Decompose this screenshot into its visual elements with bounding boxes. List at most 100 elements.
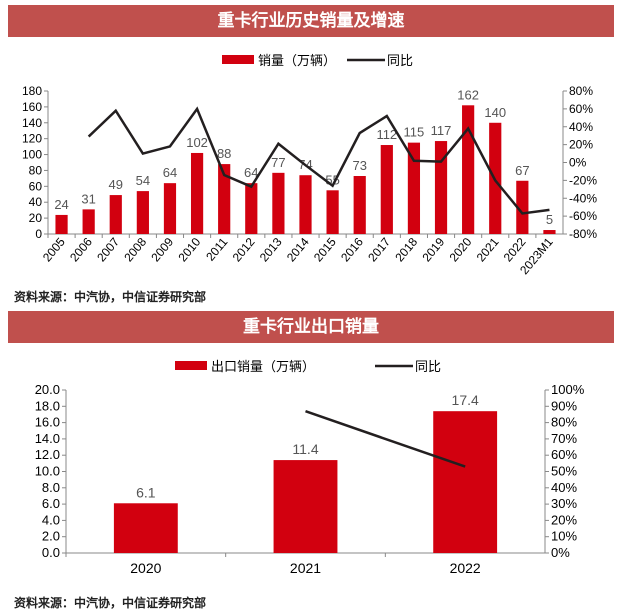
right-tick-label: 20% [551, 512, 577, 527]
legend-line-label: 同比 [387, 53, 413, 68]
left-tick-label: 80 [29, 163, 43, 177]
x-tick-label: 2021 [474, 235, 502, 265]
left-tick-label: 180 [22, 84, 42, 98]
bar-value-label: 115 [404, 125, 425, 140]
bar [407, 142, 421, 234]
bar [326, 190, 339, 234]
left-tick-label: 20 [29, 211, 43, 225]
left-tick-label: 18.0 [35, 398, 60, 413]
bar [273, 460, 338, 553]
bar-value-label: 31 [81, 191, 95, 206]
x-tick-label: 2017 [365, 235, 393, 265]
bar [136, 191, 149, 234]
right-tick-label: -60% [569, 209, 597, 223]
bar [218, 164, 231, 234]
right-tick-label: -80% [569, 227, 597, 241]
x-tick-label: 2016 [338, 235, 366, 265]
bar-value-label: 112 [376, 127, 397, 142]
left-tick-label: 0 [35, 227, 42, 241]
bar-value-label: 24 [54, 197, 68, 212]
right-tick-label: 0% [551, 545, 570, 560]
bar [353, 176, 366, 234]
x-tick-label: 2019 [419, 235, 447, 265]
right-tick-label: 30% [551, 496, 577, 511]
right-tick-label: 80% [551, 415, 577, 430]
left-tick-label: 140 [22, 116, 42, 130]
legend-line-label: 同比 [415, 359, 441, 374]
chart1-source: 资料来源：中汽协，中信证券研究部 [14, 290, 207, 304]
bar-value-label: 6.1 [136, 484, 156, 500]
bar-value-label: 88 [217, 146, 231, 161]
left-tick-label: 40 [29, 195, 43, 209]
x-tick-label: 2007 [94, 235, 122, 265]
right-tick-label: 70% [551, 431, 577, 446]
legend-bar-label: 销量（万辆） [258, 53, 336, 68]
bar-value-label: 67 [515, 163, 529, 178]
x-tick-label: 2020 [447, 235, 475, 265]
bar [516, 180, 529, 234]
bar [543, 230, 556, 234]
x-tick-label: 2020 [130, 560, 161, 576]
right-tick-label: 10% [551, 529, 577, 544]
yoy-line [305, 410, 466, 468]
chart1-title: 重卡行业历史销量及增速 [8, 5, 614, 37]
right-tick-label: 20% [569, 138, 593, 152]
right-tick-label: 40% [551, 480, 577, 495]
bar [299, 175, 312, 234]
bar [380, 145, 393, 234]
left-tick-label: 14.0 [35, 431, 60, 446]
bar-value-label: 17.4 [452, 392, 479, 408]
x-tick-label: 2006 [67, 235, 95, 265]
right-tick-label: 50% [551, 464, 577, 479]
left-tick-label: 60 [29, 179, 43, 193]
bar [163, 183, 177, 234]
chart2-title: 重卡行业出口销量 [8, 311, 614, 343]
right-tick-label: 60% [569, 102, 593, 116]
bar [113, 503, 178, 553]
bar-value-label: 77 [271, 155, 285, 170]
x-tick-label: 2018 [392, 235, 420, 265]
bar-value-label: 162 [457, 87, 479, 102]
bar [433, 411, 498, 553]
bar [272, 172, 285, 234]
legend-bar-swatch [222, 55, 254, 64]
x-tick-label: 2011 [203, 235, 231, 264]
right-tick-label: 90% [551, 398, 577, 413]
bar-value-label: 54 [136, 173, 150, 188]
right-tick-label: 0% [569, 156, 587, 170]
x-tick-label: 2008 [121, 235, 149, 265]
bar [190, 152, 204, 234]
x-tick-label: 2021 [290, 560, 321, 576]
chart2-source: 资料来源：中汽协，中信证券研究部 [14, 596, 207, 610]
bar-value-label: 11.4 [292, 441, 318, 457]
x-tick-label: 2009 [148, 235, 176, 265]
left-tick-label: 120 [22, 132, 42, 146]
x-tick-label: 2013 [257, 235, 285, 265]
bar [109, 195, 122, 234]
left-tick-label: 2.0 [42, 529, 60, 544]
bar-value-label: 73 [352, 158, 366, 173]
right-tick-label: 60% [551, 447, 577, 462]
bar [55, 214, 68, 234]
x-tick-label: 2010 [175, 235, 203, 265]
x-tick-label: 2014 [284, 235, 312, 265]
left-tick-label: 20.0 [35, 382, 60, 397]
right-tick-label: 40% [569, 120, 593, 134]
left-tick-label: 6.0 [42, 496, 60, 511]
legend-bar-swatch [175, 361, 207, 370]
bar-value-label: 102 [186, 135, 208, 150]
left-tick-label: 12.0 [35, 447, 60, 462]
legend-bar-label: 出口销量（万辆） [211, 359, 315, 374]
x-tick-label: 2022 [450, 560, 481, 576]
left-tick-label: 0.0 [42, 545, 60, 560]
left-tick-label: 16.0 [35, 415, 60, 430]
left-tick-label: 100 [22, 148, 42, 162]
right-tick-label: -40% [569, 191, 597, 205]
bar-value-label: 64 [244, 165, 258, 180]
x-tick-label: 2012 [230, 235, 258, 265]
bar-value-label: 64 [163, 165, 177, 180]
right-tick-label: 100% [551, 382, 585, 397]
x-tick-label: 2015 [311, 235, 339, 265]
bar-value-label: 49 [109, 177, 123, 192]
